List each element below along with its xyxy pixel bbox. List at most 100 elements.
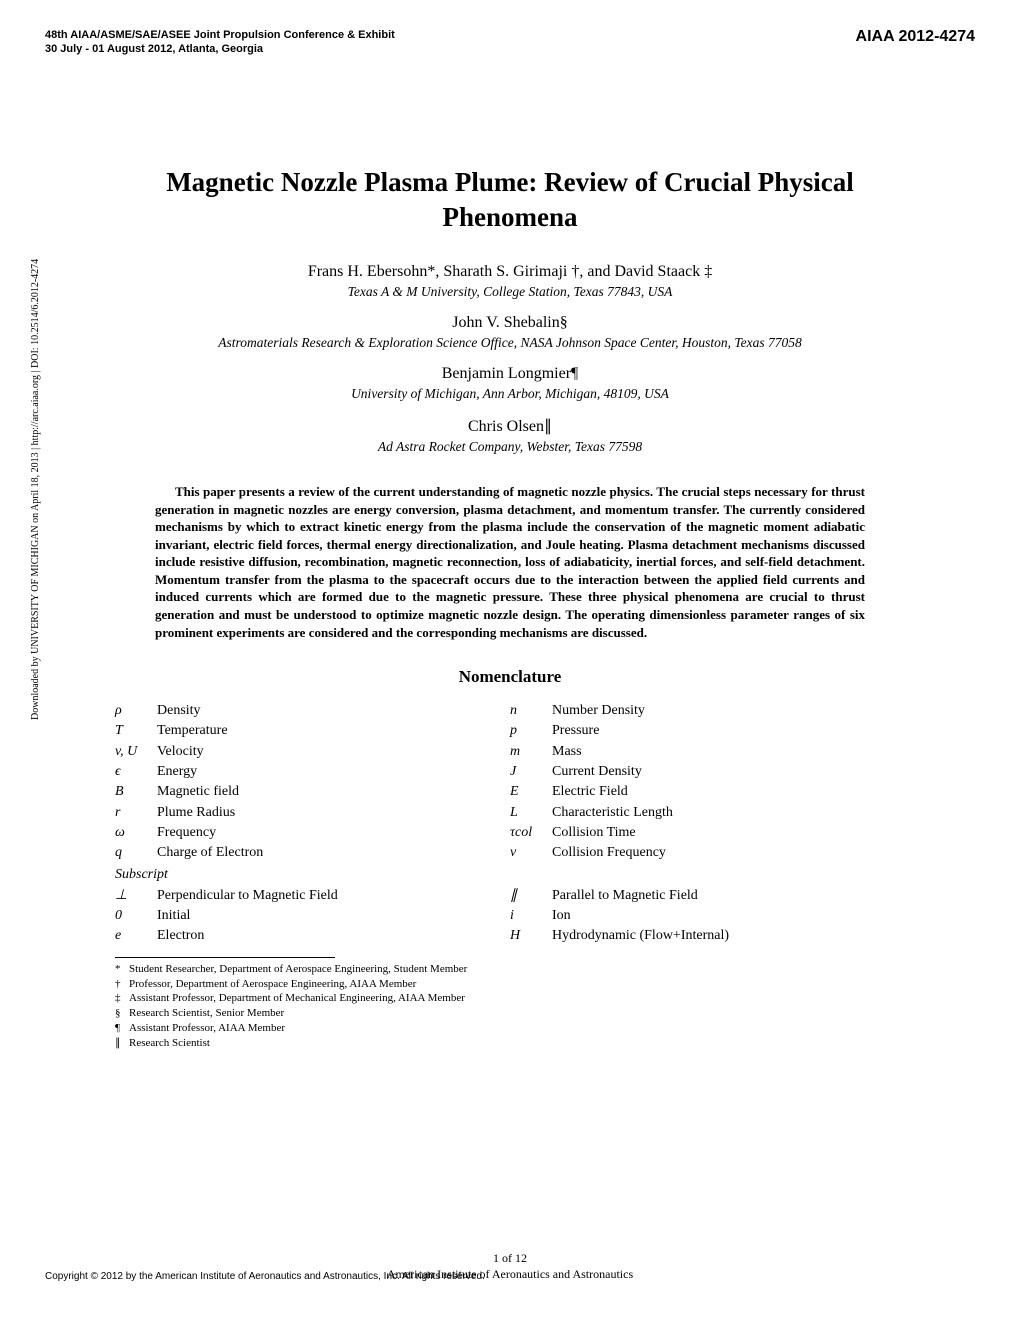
subscript-spacer	[510, 865, 905, 885]
author-group-0: Frans H. Ebersohn*, Sharath S. Girimaji …	[115, 263, 905, 300]
footnote-text: Assistant Professor, AIAA Member	[129, 1021, 285, 1036]
subscript-label: Subscript	[115, 865, 510, 885]
footnote-symbol: ‡	[115, 991, 129, 1006]
footnote-symbol: ∥	[115, 1036, 129, 1051]
nom-symbol: ⊥	[115, 886, 157, 906]
nom-symbol: ∥	[510, 886, 552, 906]
nom-desc: Electron	[157, 926, 510, 946]
author-names: Chris Olsen∥	[115, 416, 905, 436]
nom-desc: Plume Radius	[157, 803, 510, 823]
author-group-1: John V. Shebalin§ Astromaterials Researc…	[115, 314, 905, 351]
nom-desc: Collision Time	[552, 823, 905, 843]
nom-symbol: e	[115, 926, 157, 946]
nom-symbol: i	[510, 906, 552, 926]
nom-desc: Pressure	[552, 721, 905, 741]
footnote-text: Assistant Professor, Department of Mecha…	[129, 991, 465, 1006]
footnote-symbol: §	[115, 1006, 129, 1021]
footnote-text: Research Scientist, Senior Member	[129, 1006, 284, 1021]
footnote: †Professor, Department of Aerospace Engi…	[115, 977, 905, 992]
nom-symbol: H	[510, 926, 552, 946]
nom-desc: Collision Frequency	[552, 843, 905, 863]
nom-row: τcolCollision Time	[510, 823, 905, 843]
nom-row: ϵEnergy	[115, 762, 510, 782]
footnote-text: Research Scientist	[129, 1036, 210, 1051]
footnote: ¶Assistant Professor, AIAA Member	[115, 1021, 905, 1036]
footnote-symbol: ¶	[115, 1021, 129, 1036]
nom-desc: Parallel to Magnetic Field	[552, 886, 905, 906]
page-number: 1 of 12	[0, 1251, 1020, 1266]
nom-row: rPlume Radius	[115, 803, 510, 823]
nom-desc: Mass	[552, 742, 905, 762]
footnote: *Student Researcher, Department of Aeros…	[115, 962, 905, 977]
nom-row: ρDensity	[115, 701, 510, 721]
download-watermark: Downloaded by UNIVERSITY OF MICHIGAN on …	[30, 259, 41, 720]
nom-symbol: m	[510, 742, 552, 762]
copyright-notice: Copyright © 2012 by the American Institu…	[45, 1271, 485, 1282]
nom-desc: Temperature	[157, 721, 510, 741]
nom-row: v, UVelocity	[115, 742, 510, 762]
nom-desc: Initial	[157, 906, 510, 926]
author-names: John V. Shebalin§	[115, 314, 905, 332]
nom-row: nNumber Density	[510, 701, 905, 721]
nom-desc: Frequency	[157, 823, 510, 843]
nomenclature-left-column: ρDensity TTemperature v, UVelocity ϵEner…	[115, 701, 510, 947]
nom-row: 0Initial	[115, 906, 510, 926]
nomenclature-heading: Nomenclature	[115, 667, 905, 687]
nom-row: pPressure	[510, 721, 905, 741]
nom-row: νCollision Frequency	[510, 843, 905, 863]
nom-symbol: E	[510, 782, 552, 802]
nom-row: LCharacteristic Length	[510, 803, 905, 823]
author-names: Benjamin Longmier¶	[115, 365, 905, 383]
nom-desc: Hydrodynamic (Flow+Internal)	[552, 926, 905, 946]
nom-row: qCharge of Electron	[115, 843, 510, 863]
nom-symbol: B	[115, 782, 157, 802]
footnote-text: Student Researcher, Department of Aerosp…	[129, 962, 467, 977]
nom-row: ⊥Perpendicular to Magnetic Field	[115, 886, 510, 906]
nom-row: EElectric Field	[510, 782, 905, 802]
author-affiliation: University of Michigan, Ann Arbor, Michi…	[115, 386, 905, 402]
footnote-text: Professor, Department of Aerospace Engin…	[129, 977, 416, 992]
footnote-symbol: *	[115, 962, 129, 977]
nom-symbol: r	[115, 803, 157, 823]
nom-symbol: T	[115, 721, 157, 741]
nom-desc: Charge of Electron	[157, 843, 510, 863]
nom-row: ωFrequency	[115, 823, 510, 843]
author-affiliation: Astromaterials Research & Exploration Sc…	[115, 335, 905, 351]
nom-symbol: ω	[115, 823, 157, 843]
nom-desc: Perpendicular to Magnetic Field	[157, 886, 510, 906]
conference-header: 48th AIAA/ASME/SAE/ASEE Joint Propulsion…	[45, 28, 395, 57]
nom-symbol: 0	[115, 906, 157, 926]
nom-row: HHydrodynamic (Flow+Internal)	[510, 926, 905, 946]
nom-desc: Velocity	[157, 742, 510, 762]
nom-desc: Electric Field	[552, 782, 905, 802]
nom-symbol: ρ	[115, 701, 157, 721]
nom-symbol: ν	[510, 843, 552, 863]
author-affiliation: Texas A & M University, College Station,…	[115, 284, 905, 300]
paper-id: AIAA 2012-4274	[856, 28, 975, 46]
nom-row: mMass	[510, 742, 905, 762]
footnote-rule	[115, 957, 335, 958]
nom-desc: Ion	[552, 906, 905, 926]
nom-desc: Density	[157, 701, 510, 721]
footnote: §Research Scientist, Senior Member	[115, 1006, 905, 1021]
footnote: ‡Assistant Professor, Department of Mech…	[115, 991, 905, 1006]
nom-desc: Magnetic field	[157, 782, 510, 802]
nom-symbol: v, U	[115, 742, 157, 762]
footnote: ∥Research Scientist	[115, 1036, 905, 1051]
author-group-3: Chris Olsen∥ Ad Astra Rocket Company, We…	[115, 416, 905, 455]
nom-row: JCurrent Density	[510, 762, 905, 782]
nom-row: BMagnetic field	[115, 782, 510, 802]
nom-symbol: J	[510, 762, 552, 782]
footnotes: *Student Researcher, Department of Aeros…	[115, 962, 905, 1051]
nomenclature-right-column: nNumber Density pPressure mMass JCurrent…	[510, 701, 905, 947]
nom-symbol: ϵ	[115, 762, 157, 782]
nom-symbol: p	[510, 721, 552, 741]
nom-row: ∥Parallel to Magnetic Field	[510, 886, 905, 906]
authors-section: Frans H. Ebersohn*, Sharath S. Girimaji …	[115, 263, 905, 455]
abstract: This paper presents a review of the curr…	[155, 483, 865, 641]
nomenclature-table: ρDensity TTemperature v, UVelocity ϵEner…	[115, 701, 905, 947]
page-content: Magnetic Nozzle Plasma Plume: Review of …	[45, 165, 975, 1051]
footnote-symbol: †	[115, 977, 129, 992]
nom-desc: Current Density	[552, 762, 905, 782]
author-names: Frans H. Ebersohn*, Sharath S. Girimaji …	[115, 263, 905, 281]
